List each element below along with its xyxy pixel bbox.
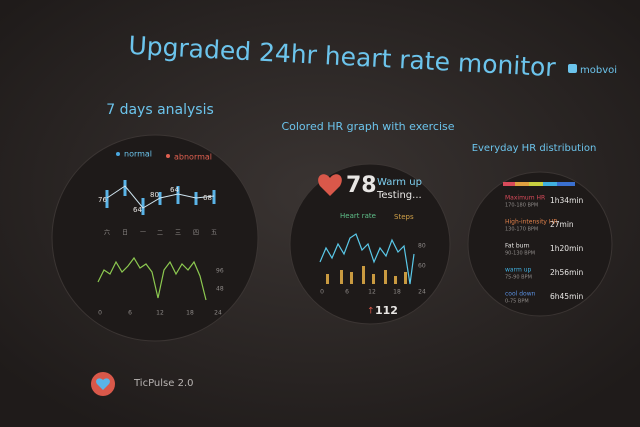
zone-time: 27min xyxy=(550,220,574,229)
day-labels: 六 日 一 二 三 四 五 xyxy=(104,229,217,237)
y-label: 96 xyxy=(216,268,224,275)
zone-range: 0-75 BPM xyxy=(505,299,529,305)
legend-label: Steps xyxy=(394,213,414,221)
legend-label: Heart rate xyxy=(340,212,376,220)
peak: 112 xyxy=(375,304,398,317)
point-label: 64 xyxy=(170,186,179,194)
zone-time: 6h45min xyxy=(550,292,583,301)
legend-label: abnormal xyxy=(174,153,212,162)
label: 0 xyxy=(98,310,102,317)
zone-name: High-intensity HR xyxy=(505,219,558,226)
zone-name: cool down xyxy=(505,291,536,298)
y-label: 80 xyxy=(418,243,426,250)
zone-range: 130-170 BPM xyxy=(505,227,538,233)
zone-range: 170-180 BPM xyxy=(505,203,538,209)
legend-dot xyxy=(166,154,170,158)
brand: mobvoi xyxy=(580,65,617,76)
zone-time: 1h20min xyxy=(550,244,583,253)
label: 24 xyxy=(214,310,222,317)
x-labels: 0 6 12 18 24 xyxy=(320,289,426,296)
hr-line xyxy=(319,233,415,285)
heart-rate: 78 xyxy=(346,173,377,198)
point-label: 80 xyxy=(150,191,159,199)
label: 18 xyxy=(186,310,194,317)
legend-label: normal xyxy=(124,150,152,159)
zone-color-bar xyxy=(503,182,575,186)
zone-time: 2h56min xyxy=(550,268,583,277)
watch-face xyxy=(51,134,259,342)
zone-name: Maximum HR xyxy=(505,195,545,202)
brand-icon xyxy=(568,64,577,73)
y-label: 48 xyxy=(216,286,224,293)
panel-heading: Colored HR graph with exercise xyxy=(281,120,454,133)
label: 日 xyxy=(122,230,128,237)
zone-name: warm up xyxy=(505,267,532,274)
peak-arrow: ↑ xyxy=(367,307,375,317)
label: 12 xyxy=(156,310,164,317)
point-label: 64 xyxy=(133,206,142,214)
hr-line xyxy=(97,256,207,301)
panel-heading: Everyday HR distribution xyxy=(472,143,597,154)
range-bars xyxy=(105,180,216,215)
app-name: TicPulse 2.0 xyxy=(133,378,194,389)
zone-range: 75-90 BPM xyxy=(505,275,532,281)
zone-range: 90-130 BPM xyxy=(505,251,535,257)
label: 0 xyxy=(320,289,324,296)
x-labels: 0 6 12 18 24 xyxy=(98,310,222,317)
label: 18 xyxy=(393,289,401,296)
step-bars xyxy=(326,266,407,284)
label: 四 xyxy=(193,230,199,237)
zone: Warm up xyxy=(377,177,422,188)
heart-icon xyxy=(318,174,342,196)
label: 6 xyxy=(128,310,132,317)
label: 三 xyxy=(175,230,181,237)
label: 二 xyxy=(157,230,163,237)
zone-time: 1h34min xyxy=(550,196,583,205)
avg-line xyxy=(106,185,215,209)
label: 24 xyxy=(418,289,426,296)
watch-face xyxy=(467,171,613,317)
point-label: 76 xyxy=(98,196,107,204)
label: 五 xyxy=(211,230,217,237)
zone-name: Fat burn xyxy=(505,243,530,250)
legend-dot xyxy=(116,152,120,156)
label: 6 xyxy=(345,289,349,296)
label: 12 xyxy=(368,289,376,296)
point-label: 68 xyxy=(203,194,212,202)
status: Testing... xyxy=(376,190,422,201)
label: 六 xyxy=(104,229,110,237)
y-label: 60 xyxy=(418,263,426,270)
app-icon-heart xyxy=(96,378,110,390)
panel-heading: 7 days analysis xyxy=(106,102,214,118)
label: 一 xyxy=(140,230,146,237)
